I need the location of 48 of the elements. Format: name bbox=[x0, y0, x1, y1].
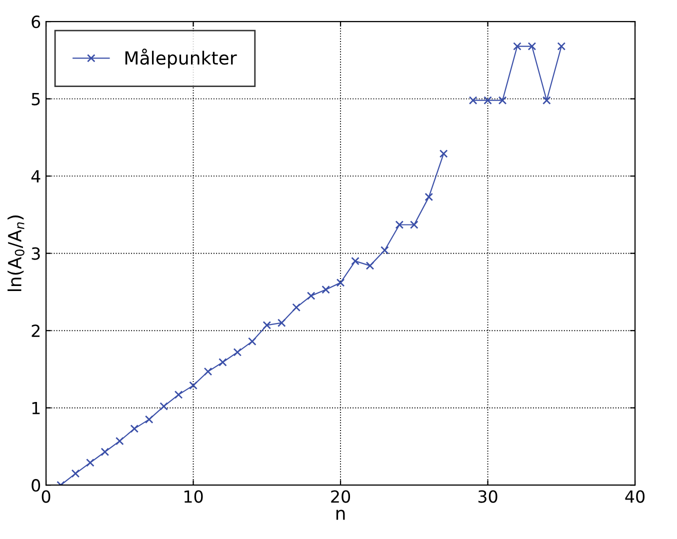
point bbox=[351, 256, 360, 266]
point bbox=[130, 424, 139, 433]
x-axis-title: n bbox=[336, 510, 345, 520]
legend-label: Målepunkter bbox=[125, 48, 237, 68]
x-tick-label: 40 bbox=[625, 490, 645, 503]
point bbox=[395, 220, 404, 229]
point bbox=[439, 150, 448, 158]
x-tick-label: 30 bbox=[478, 490, 498, 503]
point bbox=[513, 42, 522, 50]
y-axis-title: ln(A$_{0}$/A$_{n}$) bbox=[8, 216, 24, 291]
point bbox=[366, 262, 374, 270]
point bbox=[528, 42, 536, 50]
point bbox=[336, 278, 345, 287]
point bbox=[292, 303, 301, 312]
point bbox=[174, 390, 183, 399]
y-tick-label: 6 bbox=[32, 16, 40, 28]
point bbox=[484, 96, 492, 105]
point bbox=[71, 469, 80, 478]
x-tick-label: 0 bbox=[42, 490, 50, 503]
point bbox=[380, 246, 389, 254]
x-tick-label: 10 bbox=[184, 490, 203, 503]
point bbox=[115, 436, 124, 446]
point bbox=[306, 292, 316, 300]
y-tick-label: 5 bbox=[32, 93, 40, 106]
point bbox=[144, 415, 154, 424]
point bbox=[204, 367, 212, 376]
y-tick-label: 4 bbox=[31, 170, 40, 182]
point bbox=[424, 192, 434, 202]
point bbox=[189, 381, 198, 390]
y-tick-label: 3 bbox=[32, 247, 40, 260]
y-tick-label: 2 bbox=[32, 324, 40, 337]
point bbox=[410, 220, 418, 229]
point bbox=[262, 321, 272, 330]
x-tick-label: 20 bbox=[331, 490, 350, 503]
point bbox=[218, 358, 227, 366]
point bbox=[468, 96, 478, 105]
y-tick-label: 1 bbox=[32, 402, 40, 414]
point bbox=[86, 458, 94, 467]
point bbox=[233, 348, 242, 356]
point bbox=[557, 42, 566, 50]
point bbox=[498, 96, 507, 105]
y-tick-label: 0 bbox=[32, 479, 40, 492]
point bbox=[322, 285, 330, 294]
point bbox=[248, 337, 256, 346]
point bbox=[542, 96, 551, 105]
point bbox=[100, 448, 110, 456]
point bbox=[277, 318, 286, 328]
point bbox=[160, 402, 168, 410]
